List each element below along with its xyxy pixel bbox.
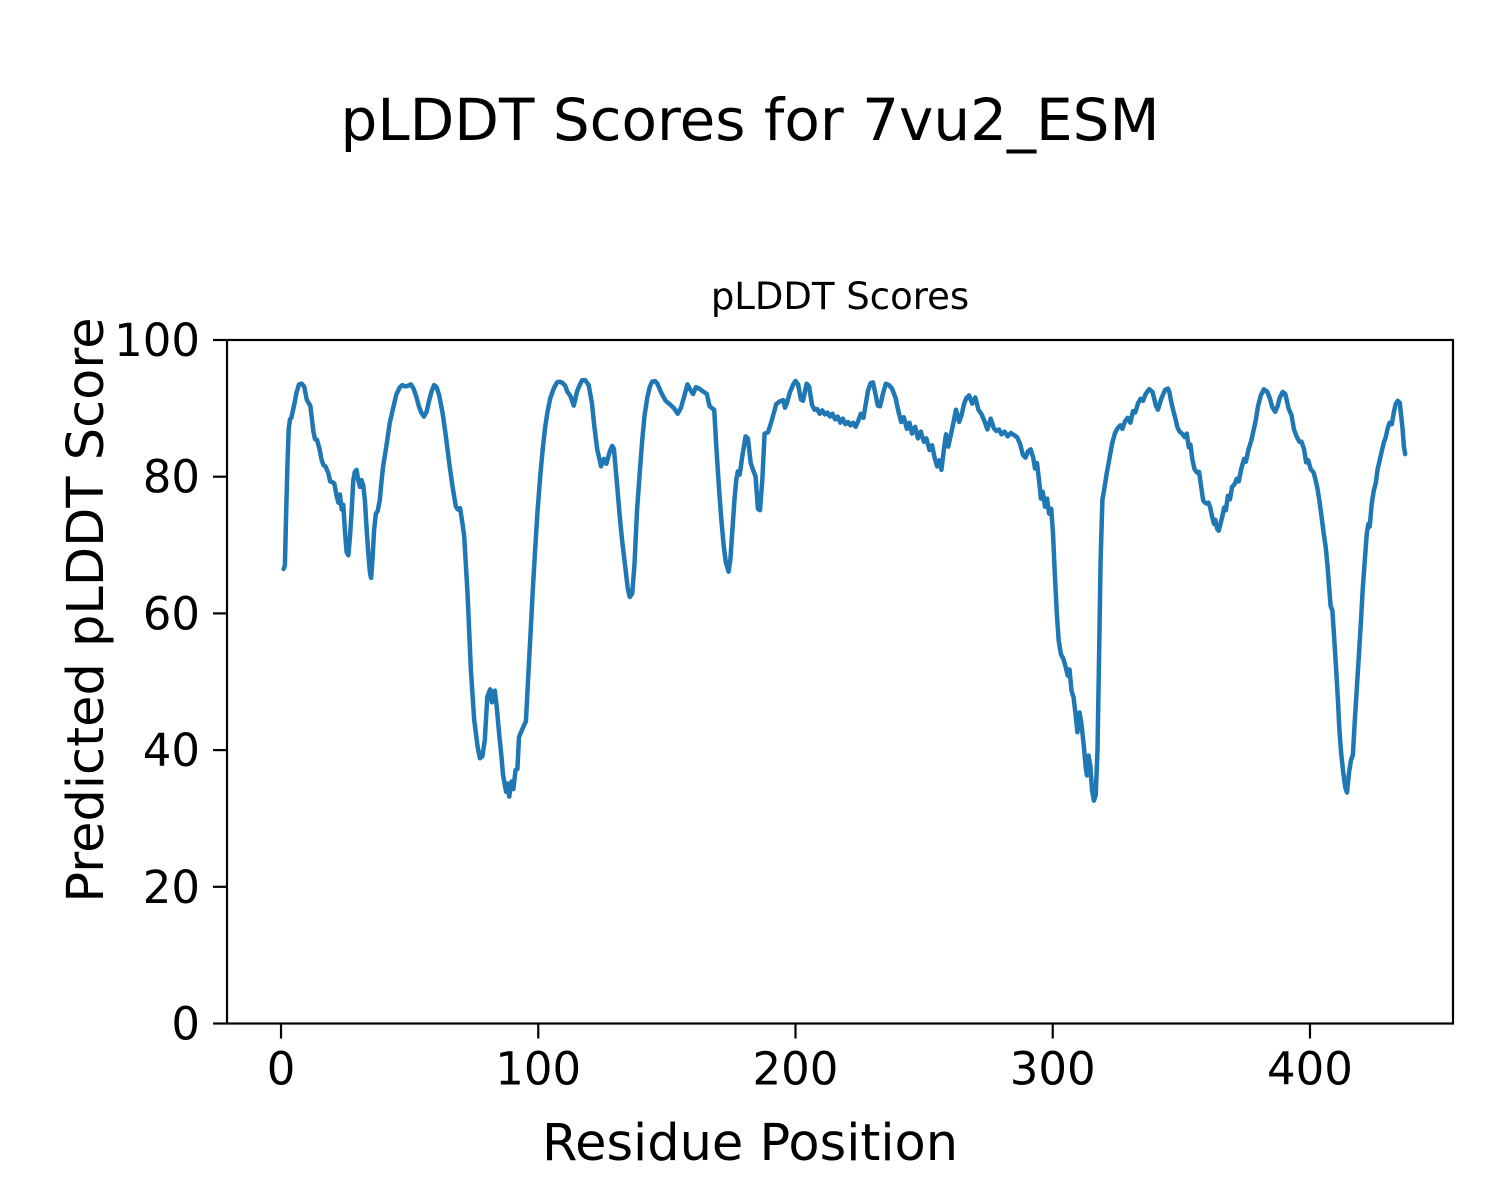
x-axis-label: Residue Position [542, 1114, 958, 1173]
y-axis-label: Predicted pLDDT Score [57, 317, 116, 902]
y-tick-label: 40 [143, 724, 200, 777]
x-tick-label: 100 [495, 1043, 581, 1096]
x-tick-label: 200 [753, 1043, 839, 1096]
tick-labels: 0 100 200 300 400 0 20 40 60 80 100 [114, 314, 1353, 1096]
axes-title: pLDDT Scores [711, 275, 969, 318]
x-tick-label: 400 [1267, 1043, 1353, 1096]
x-tick-label: 300 [1010, 1043, 1096, 1096]
figure-suptitle: pLDDT Scores for 7vu2_ESM [341, 86, 1160, 154]
axes-frame [225, 338, 1455, 1025]
y-tick-label: 20 [143, 861, 200, 914]
axes-spines [225, 338, 1455, 1025]
data-line-layer [281, 378, 1408, 803]
y-tick-label: 80 [143, 451, 200, 504]
y-tick-label: 60 [143, 587, 200, 640]
plddt-line [281, 378, 1408, 803]
tick-marks [213, 338, 1312, 1039]
y-tick-label: 100 [114, 314, 200, 367]
x-tick-label: 0 [267, 1043, 296, 1096]
y-tick-label: 0 [171, 998, 200, 1051]
